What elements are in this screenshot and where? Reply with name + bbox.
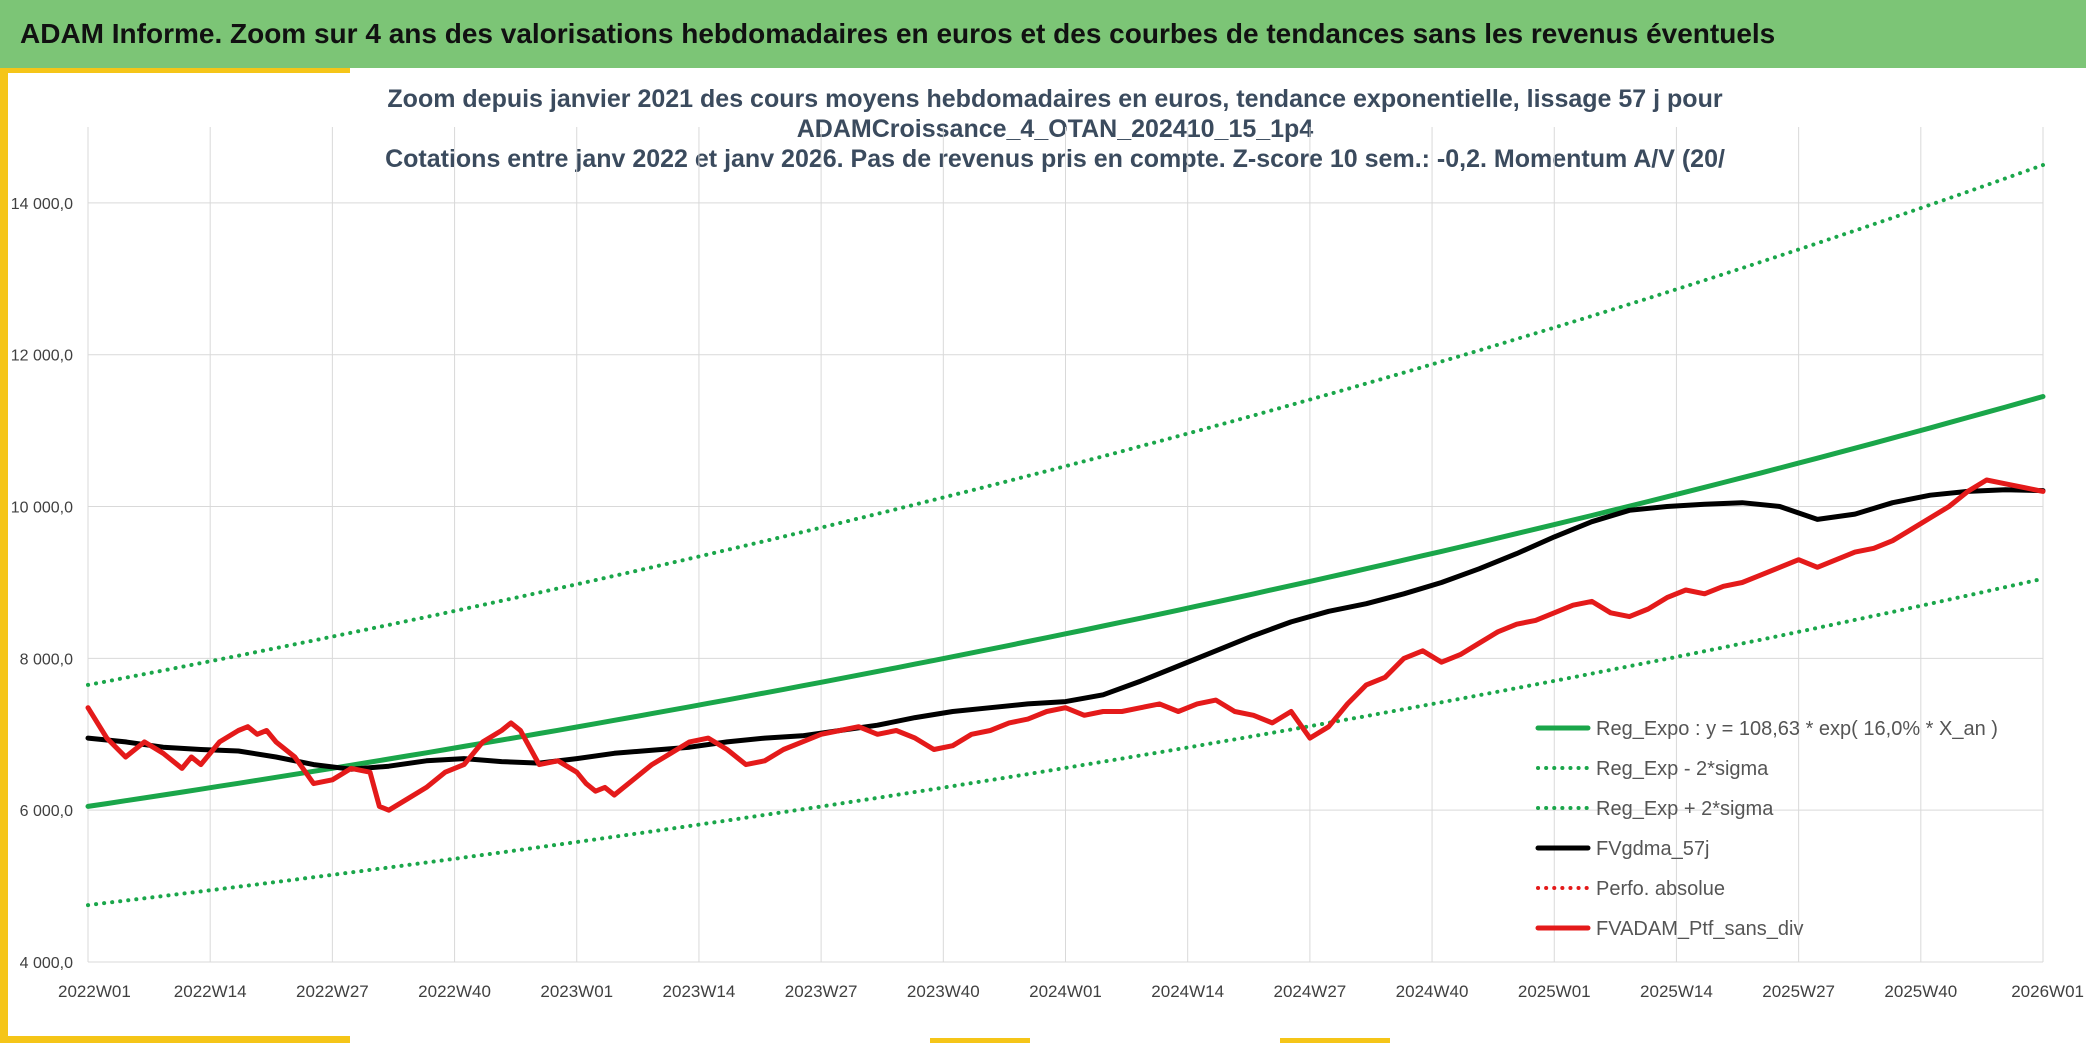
x-tick-label: 2024W27 (1273, 982, 1346, 1001)
chart-title: Zoom depuis janvier 2021 des cours moyen… (385, 85, 1725, 173)
x-axis-ticks: 2022W01 2022W14 2022W27 2022W40 2023W01 2023W… (58, 982, 2084, 1001)
series-line-fvadam-ptf-sans-div (85, 477, 2046, 813)
chart-title-line: ADAMCroissance_4_OTAN_202410_15_1p4 (797, 115, 1314, 143)
legend-entry: FVADAM_Ptf_sans_div (1596, 918, 1804, 940)
header-title: ADAM Informe. Zoom sur 4 ans des valoris… (20, 18, 1776, 49)
x-tick-label: 2023W27 (785, 982, 858, 1001)
grid (87, 127, 2044, 963)
x-tick-label: 2022W27 (296, 982, 369, 1001)
frame-bottom-accent (0, 1036, 350, 1043)
x-tick-label: 2024W01 (1029, 982, 1102, 1001)
y-tick-label: 14 000,0 (11, 196, 73, 213)
x-tick-label: 2025W01 (1518, 982, 1591, 1001)
y-tick-label: 10 000,0 (11, 500, 73, 517)
y-tick-label: 4 000,0 (20, 955, 73, 972)
y-tick-label: 8 000,0 (20, 651, 73, 668)
header-bar: ADAM Informe. Zoom sur 4 ans des valoris… (0, 0, 2086, 68)
legend: Reg_Expo : y = 108,63 * exp( 16,0% * X_a… (1535, 718, 1998, 940)
y-tick-label: 6 000,0 (20, 803, 73, 820)
legend-entry: Reg_Exp - 2*sigma (1596, 758, 1769, 780)
series (85, 163, 2046, 908)
series-line-reg-exp (86, 163, 2045, 687)
chart-area: Zoom depuis janvier 2021 des cours moyen… (8, 73, 2086, 1036)
x-tick-label: 2025W14 (1640, 982, 1713, 1001)
legend-entry: Reg_Exp + 2*sigma (1596, 798, 1774, 820)
series-line-fvgdma-57j (85, 487, 2046, 772)
x-tick-label: 2024W14 (1151, 982, 1224, 1001)
frame-left-accent (0, 68, 8, 1043)
x-tick-label: 2026W01 (2011, 982, 2084, 1001)
x-tick-label: 2025W27 (1762, 982, 1835, 1001)
x-tick-label: 2025W40 (1884, 982, 1957, 1001)
frame-top-accent (0, 68, 350, 73)
x-tick-label: 2023W14 (663, 982, 736, 1001)
frame-bottom-accent-3 (1280, 1038, 1390, 1043)
x-tick-label: 2023W40 (907, 982, 980, 1001)
chart-svg: Zoom depuis janvier 2021 des cours moyen… (11, 85, 2084, 1001)
legend-entry: Perfo. absolue (1596, 878, 1725, 900)
series-line-reg-exp (86, 576, 2045, 908)
y-axis-ticks: 4 000,0 6 000,0 8 000,0 10 000,0 12 000,0 14 … (11, 196, 73, 972)
chart-title-line: Zoom depuis janvier 2021 des cours moyen… (387, 85, 1722, 113)
x-tick-label: 2022W40 (418, 982, 491, 1001)
frame-bottom-accent-2 (930, 1038, 1030, 1043)
x-tick-label: 2022W01 (58, 982, 131, 1001)
x-tick-label: 2024W40 (1396, 982, 1469, 1001)
chart-title-line: Cotations entre janv 2022 et janv 2026. … (385, 145, 1725, 173)
series-line-reg-expo (85, 394, 2046, 809)
x-tick-label: 2022W14 (174, 982, 247, 1001)
legend-entry: FVgdma_57j (1596, 838, 1709, 860)
legend-entry: Reg_Expo : y = 108,63 * exp( 16,0% * X_a… (1596, 718, 1998, 740)
x-tick-label: 2023W01 (540, 982, 613, 1001)
y-tick-label: 12 000,0 (11, 348, 73, 365)
